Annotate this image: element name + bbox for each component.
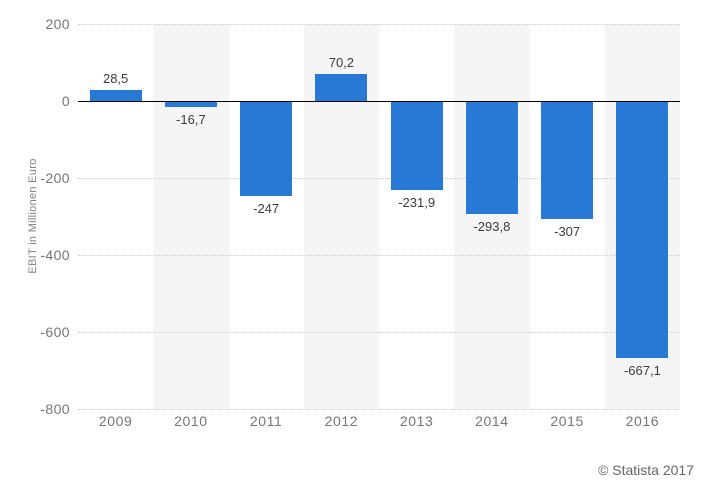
bar-2012[interactable] (315, 73, 368, 101)
bar-2015[interactable] (541, 101, 594, 220)
bar-2013[interactable] (390, 101, 443, 191)
bar-2016[interactable] (616, 101, 669, 358)
bar-2011[interactable] (240, 101, 293, 197)
column-band-2014 (454, 24, 530, 409)
gridline-200 (78, 24, 680, 25)
plot-area: 28,5 -16,7 -247 70,2 -231,9 -293,8 -307 -667,1 (78, 24, 680, 410)
bar-value-label-2009: 28,5 (102, 71, 129, 87)
ytick-label-0: 0 (61, 93, 70, 109)
bar-value-label-2010: -16,7 (176, 112, 206, 128)
bar-value-label-2012: 70,2 (328, 54, 355, 70)
gridline--200 (78, 178, 680, 179)
column-band-2010 (153, 24, 229, 409)
gridline--400 (78, 255, 680, 256)
ytick-label--200: -200 (40, 170, 70, 186)
xtick-label-2011: 2011 (249, 413, 283, 429)
ytick-label--800: -800 (40, 401, 70, 417)
xtick-label-2010: 2010 (174, 413, 208, 429)
xtick-label-2012: 2012 (324, 413, 359, 429)
xtick-label-2009: 2009 (98, 413, 133, 429)
ytick-label-200: 200 (45, 16, 70, 32)
ytick-label--400: -400 (40, 247, 70, 263)
xtick-label-2016: 2016 (625, 413, 660, 429)
bar-value-label-2015: -307 (554, 224, 581, 240)
ytick-label--600: -600 (40, 324, 70, 340)
copyright-notice: © Statista 2017 (598, 462, 694, 478)
bar-value-label-2016: -667,1 (623, 362, 661, 378)
bar-2010[interactable] (164, 101, 217, 108)
zero-axis-line (78, 101, 680, 102)
gridline--600 (78, 332, 680, 333)
gridline--800 (78, 409, 680, 410)
bar-value-label-2013: -231,9 (398, 195, 436, 211)
bar-2014[interactable] (465, 101, 518, 215)
bar-value-label-2014: -293,8 (473, 219, 511, 235)
xtick-label-2015: 2015 (550, 413, 584, 429)
xtick-label-2013: 2013 (399, 413, 434, 429)
bar-2009[interactable] (89, 90, 142, 101)
bar-value-label-2011: -247 (253, 201, 280, 217)
xtick-label-2014: 2014 (475, 413, 509, 429)
